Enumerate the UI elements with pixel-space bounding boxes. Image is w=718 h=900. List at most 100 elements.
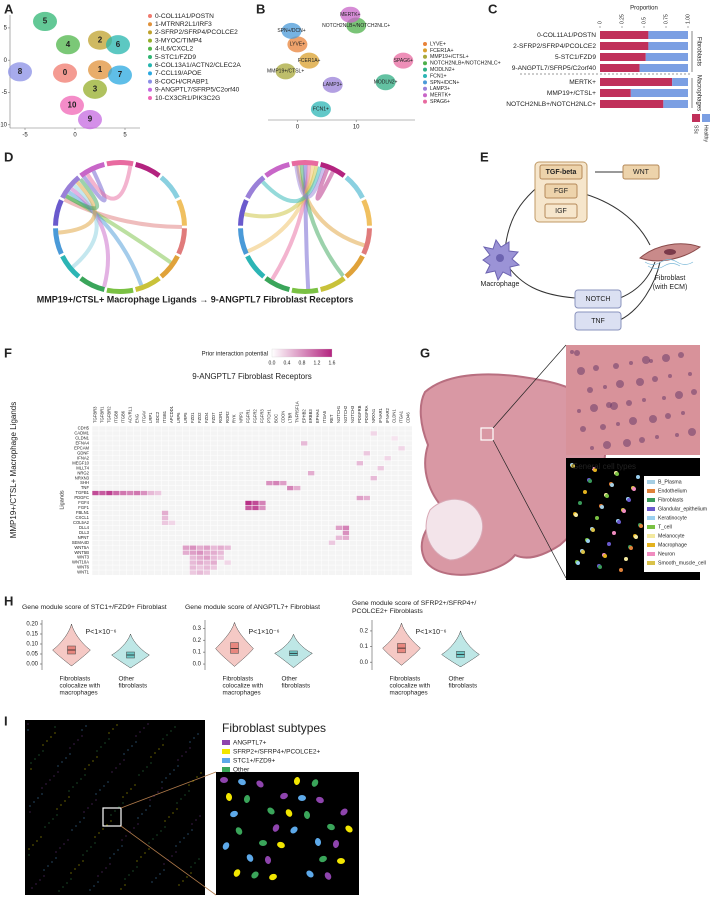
heatmap-cell <box>210 555 217 560</box>
bar-segment <box>600 89 631 97</box>
panel-letter: E <box>480 149 489 164</box>
heatmap-cell <box>259 500 266 506</box>
cell-dot <box>70 878 72 880</box>
chord-ribbon <box>303 164 311 290</box>
legend-label: FCN1+ <box>430 73 447 79</box>
cell-shape <box>233 869 241 877</box>
colorbar-tick-label: 1.2 <box>314 360 321 366</box>
panel-e-diagram <box>482 161 702 331</box>
legend-label: 9-ANGPTL7/SFRP5/C2orf40 <box>155 87 240 94</box>
bar-segment <box>600 64 640 72</box>
heatmap-cell <box>127 490 134 496</box>
chord-arc <box>79 276 105 293</box>
heatmap-cell <box>154 490 162 496</box>
cell-dot <box>72 786 74 788</box>
nucleus-stain <box>642 398 646 402</box>
nucleus-stain <box>616 422 620 426</box>
chord-arc <box>245 175 266 199</box>
cell-dot <box>188 790 190 792</box>
bar-segment <box>645 53 688 61</box>
cell-dot <box>90 846 92 848</box>
cell-dot <box>34 758 36 760</box>
cell-dot <box>75 825 77 827</box>
heatmap-cell <box>280 480 287 486</box>
cell-dot <box>69 753 71 755</box>
cell-dot <box>55 857 57 859</box>
y-tick-label: 0.10 <box>26 642 38 648</box>
y-tick-label: 0.3 <box>193 626 202 632</box>
cell-dot <box>140 856 142 858</box>
nucleus-stain <box>662 354 670 362</box>
cell-dot <box>115 767 117 769</box>
nucleus <box>496 254 504 262</box>
bar-segment <box>648 31 688 39</box>
cell-dot <box>46 740 48 742</box>
cell-dot <box>125 835 127 837</box>
panel-letter: H <box>4 593 13 608</box>
cell-shape <box>235 827 243 835</box>
heatmap-cell <box>203 560 210 565</box>
cell-dot <box>28 854 30 856</box>
cell-dot <box>193 737 195 739</box>
heatmap-cell <box>363 451 370 456</box>
legend-swatch <box>647 552 655 556</box>
heatmap-cell <box>273 480 280 486</box>
cluster <box>33 11 57 32</box>
cell-dot <box>63 843 65 845</box>
cell-dot <box>41 793 43 795</box>
cluster-label: NOTCH2NLB+/NOTCH2NLC+ <box>322 23 390 29</box>
heatmap-cell <box>196 555 204 560</box>
legend-label: Keratinocyte <box>658 515 687 521</box>
row-label: WNT3 <box>77 555 90 560</box>
heatmap-cell <box>203 545 210 550</box>
x-tick-label: fibroblasts <box>282 683 311 690</box>
column-label: ITGB1 <box>162 410 167 423</box>
heatmap-cell <box>294 485 301 491</box>
cell-dot <box>195 819 197 821</box>
column-label: EPHB2 <box>301 409 306 423</box>
cell-shape <box>272 824 280 832</box>
column-label: NRP1 <box>239 411 244 423</box>
cell-dot <box>41 787 43 789</box>
cell-dot <box>130 788 132 790</box>
nucleus-stain <box>678 352 684 358</box>
cell-dot <box>136 860 138 862</box>
column-label: LRP1 <box>148 412 153 423</box>
group-label: Macrophages <box>695 75 701 111</box>
cell-shape <box>238 778 246 786</box>
column-label: FZD2 <box>197 412 202 423</box>
cell-dot <box>50 736 52 738</box>
chart-title: 9-ANGPTL7 Fibroblast Receptors <box>192 372 312 381</box>
cluster-label: 3 <box>93 84 98 93</box>
cell-dot <box>131 745 133 747</box>
cell-shape <box>324 872 332 880</box>
column-label: PTCH1 <box>267 409 272 423</box>
chord-arc <box>176 228 187 255</box>
chord-arc <box>106 287 134 294</box>
cell-dot <box>49 779 51 781</box>
cluster <box>108 65 132 85</box>
cell-dot <box>30 768 32 770</box>
chord-ribbon <box>67 190 144 286</box>
legend-swatch <box>423 61 427 66</box>
chord-arc <box>53 228 64 255</box>
cell-dot <box>48 822 50 824</box>
heatmap-cell <box>356 461 364 466</box>
cluster <box>106 35 130 55</box>
cell-dot <box>139 731 141 733</box>
cell-dot <box>31 887 33 889</box>
nucleus-stain <box>675 433 679 437</box>
cell-shape <box>303 811 311 819</box>
panel-letter: D <box>4 149 13 164</box>
legend-swatch <box>692 114 700 122</box>
cell-dot <box>112 728 114 730</box>
row-label: WNT6 <box>77 565 90 570</box>
legend-label: Endothelium <box>658 488 687 494</box>
heatmap-cell <box>134 490 141 496</box>
chord-arc <box>344 255 365 279</box>
cell-dot <box>79 821 81 823</box>
cell-dot <box>182 880 184 882</box>
cell-shape <box>314 838 322 846</box>
cell-dot <box>175 851 177 853</box>
cell-dot <box>97 881 99 883</box>
